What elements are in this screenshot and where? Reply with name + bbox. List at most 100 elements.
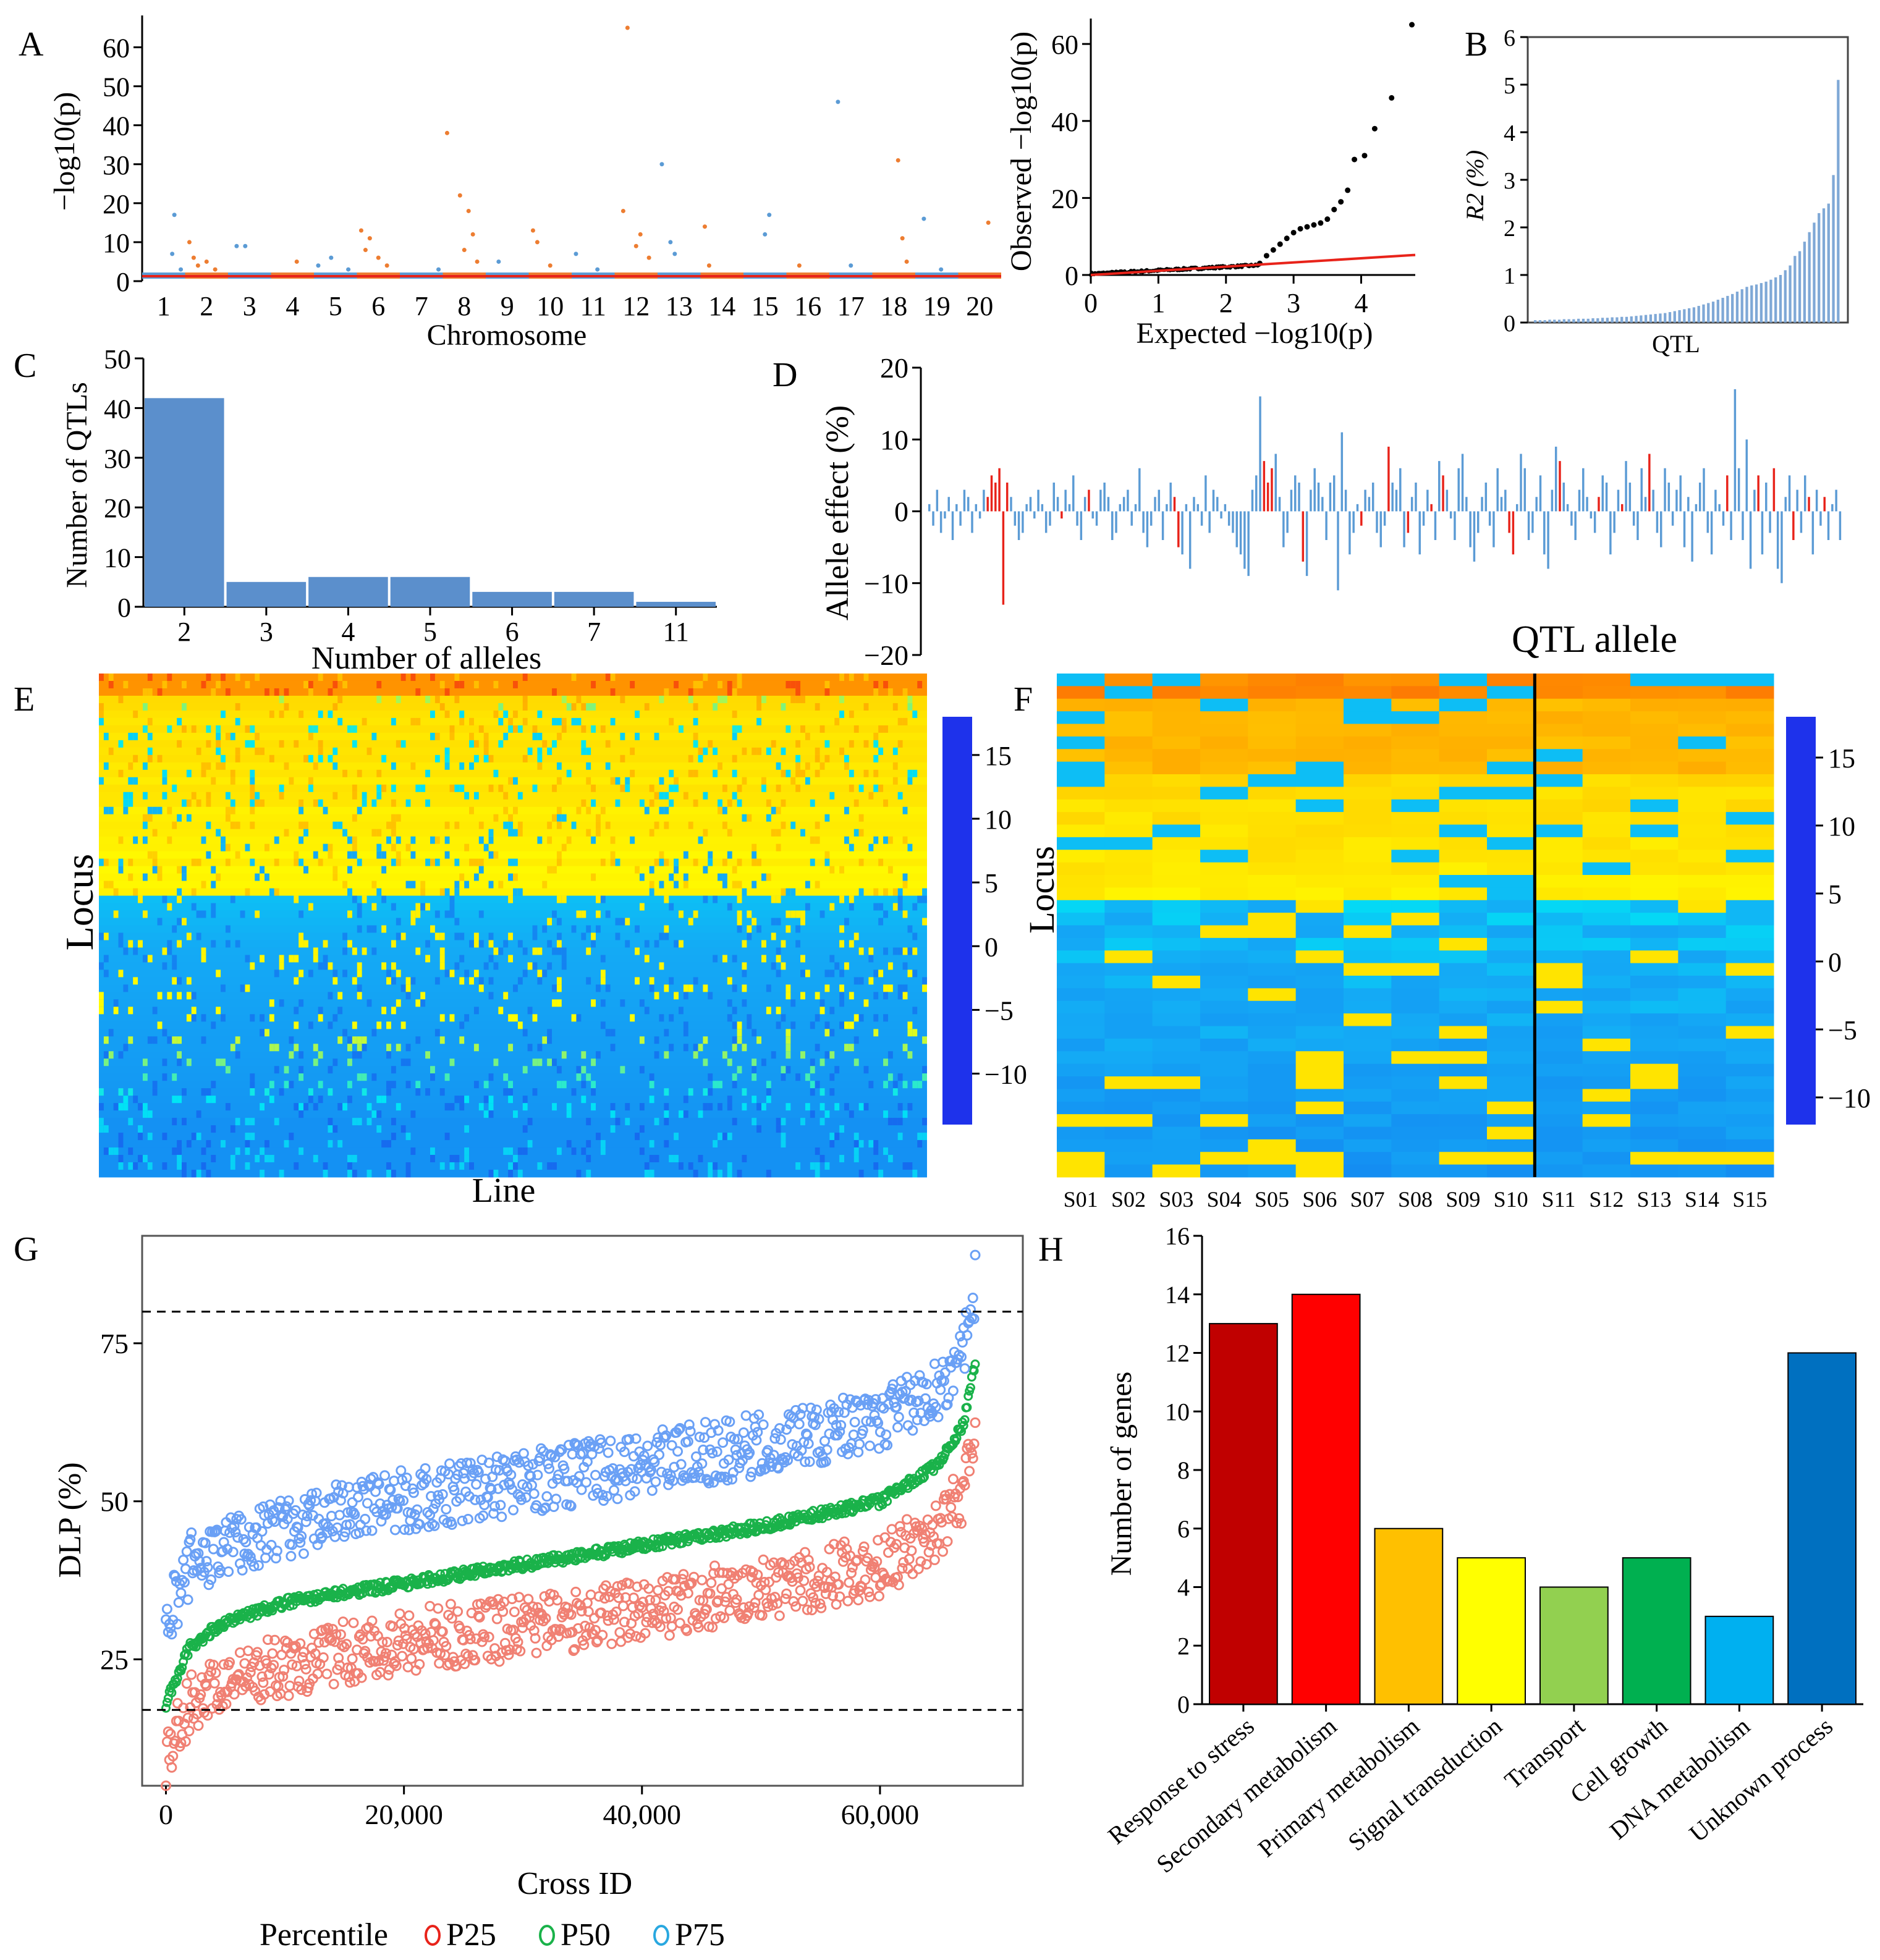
line-heatmap-cell (201, 1088, 206, 1096)
line-heatmap-cell (357, 1051, 362, 1059)
dlp-point-p25 (580, 1620, 591, 1631)
line-heatmap-cell (245, 740, 250, 748)
line-heatmap-cell (669, 1044, 674, 1052)
sample-heatmap-cell (1248, 686, 1297, 699)
allele-effect-bar (1274, 454, 1277, 512)
line-heatmap-cell (332, 680, 338, 689)
sample-heatmap-cell (1630, 787, 1679, 800)
line-heatmap-cell (157, 806, 163, 815)
line-heatmap-cell (400, 674, 406, 682)
qq-point (1263, 253, 1269, 259)
line-heatmap-cell (167, 725, 172, 733)
r2-bar (1731, 294, 1734, 323)
allele-effect-bar (1193, 497, 1195, 512)
line-heatmap-row (99, 1125, 927, 1133)
line-heatmap-cell (659, 932, 664, 940)
dlp-point-p25 (552, 1595, 563, 1606)
line-heatmap-cell (581, 740, 586, 748)
allele-effect-bar (1687, 497, 1690, 512)
line-heatmap-cell (488, 1110, 494, 1118)
line-heatmap-cell (902, 962, 908, 970)
line-heatmap-cell (459, 1162, 465, 1170)
line-heatmap-cell (279, 1170, 284, 1178)
sample-heatmap-cell (1152, 1164, 1201, 1178)
sample-heatmap-cell (1057, 1152, 1105, 1165)
line-heatmap-cell (400, 740, 406, 748)
dlp-point-p25 (678, 1569, 689, 1580)
line-heatmap-cell (586, 829, 591, 837)
manhattan-point (668, 240, 673, 245)
manhattan-x-tick-label: 5 (329, 291, 342, 321)
sample-heatmap-cell (1630, 1152, 1679, 1165)
line-heatmap-cell (250, 792, 255, 800)
line-heatmap-cell (152, 829, 158, 837)
line-heatmap-cell (674, 1133, 679, 1141)
line-heatmap-row (99, 843, 927, 852)
sample-heatmap-cell (1439, 976, 1488, 989)
line-heatmap-cell (897, 792, 903, 800)
line-heatmap-cell (863, 769, 869, 778)
line-heatmap-cell (191, 725, 197, 733)
line-heatmap-cell (722, 955, 727, 963)
alleles-bar (636, 601, 716, 607)
line-heatmap-cell (357, 806, 362, 815)
line-heatmap-cell (269, 999, 274, 1007)
line-heatmap-cell (912, 903, 918, 911)
sample-heatmap-cell (1200, 1089, 1248, 1102)
line-heatmap-cell (503, 1073, 509, 1081)
dlp-point-p75 (414, 1519, 425, 1530)
sample-heatmap-cell (1487, 674, 1535, 686)
dlp-point-p75 (240, 1537, 252, 1548)
line-heatmap-cell (698, 754, 703, 763)
line-heatmap-cell (323, 1162, 328, 1170)
line-heatmap-cell (883, 836, 888, 845)
line-heatmap-cell (230, 895, 235, 904)
line-heatmap-cell (790, 910, 796, 919)
line-heatmap-cell (742, 888, 747, 897)
allele-effect-bar (994, 483, 997, 512)
line-heatmap-cell (737, 1066, 742, 1074)
line-heatmap-cell (586, 977, 591, 985)
dlp-point-p50 (177, 1663, 187, 1673)
sample-heatmap-cell (1391, 749, 1440, 762)
line-heatmap-cell (771, 962, 776, 970)
line-heatmap-cell (337, 1036, 343, 1044)
dlp-point-p25 (923, 1547, 934, 1558)
line-heatmap-cell (537, 836, 543, 845)
line-heatmap-cell (834, 1133, 840, 1141)
dlp-point-p25 (860, 1574, 871, 1586)
allele-effect-bar (1294, 475, 1297, 512)
dlp-point-p25 (718, 1612, 729, 1623)
allele-effect-bar (1582, 468, 1585, 512)
sample-heatmap-cell (1104, 1164, 1153, 1178)
line-heatmap-cell (639, 799, 645, 808)
line-heatmap-cell (517, 940, 523, 948)
dlp-point-p25 (748, 1602, 760, 1613)
sample-heatmap-cell (1200, 1101, 1248, 1115)
line-heatmap-cell (912, 1081, 918, 1089)
line-heatmap-cell (596, 895, 601, 904)
line-heatmap-cell (498, 881, 504, 889)
r2-y-label: R2 (%) (1461, 150, 1489, 221)
line-heatmap-cell (912, 947, 918, 955)
line-heatmap-cell (332, 747, 338, 756)
line-heatmap-cell (396, 932, 401, 940)
dlp-point-p25 (812, 1576, 823, 1587)
line-heatmap-cell (308, 680, 313, 689)
line-heatmap-cell (415, 1088, 421, 1096)
sample-heatmap-cell (1152, 749, 1201, 762)
dlp-point-p25 (653, 1585, 664, 1596)
sample-heatmap-cell (1248, 875, 1297, 888)
sample-heatmap-cell (1152, 799, 1201, 813)
line-heatmap-cell (532, 962, 538, 970)
sample-heatmap-cell (1678, 1101, 1727, 1115)
allele-effect-y-tick-label: −10 (864, 568, 908, 599)
allele-effect-bar (1138, 468, 1141, 512)
sample-heatmap-cell (1725, 674, 1774, 686)
sample-heatmap-cell (1487, 900, 1535, 913)
manhattan-point (530, 228, 535, 233)
line-heatmap-row (99, 740, 927, 748)
line-heatmap-cell (669, 799, 674, 808)
line-heatmap-cell (128, 777, 133, 785)
